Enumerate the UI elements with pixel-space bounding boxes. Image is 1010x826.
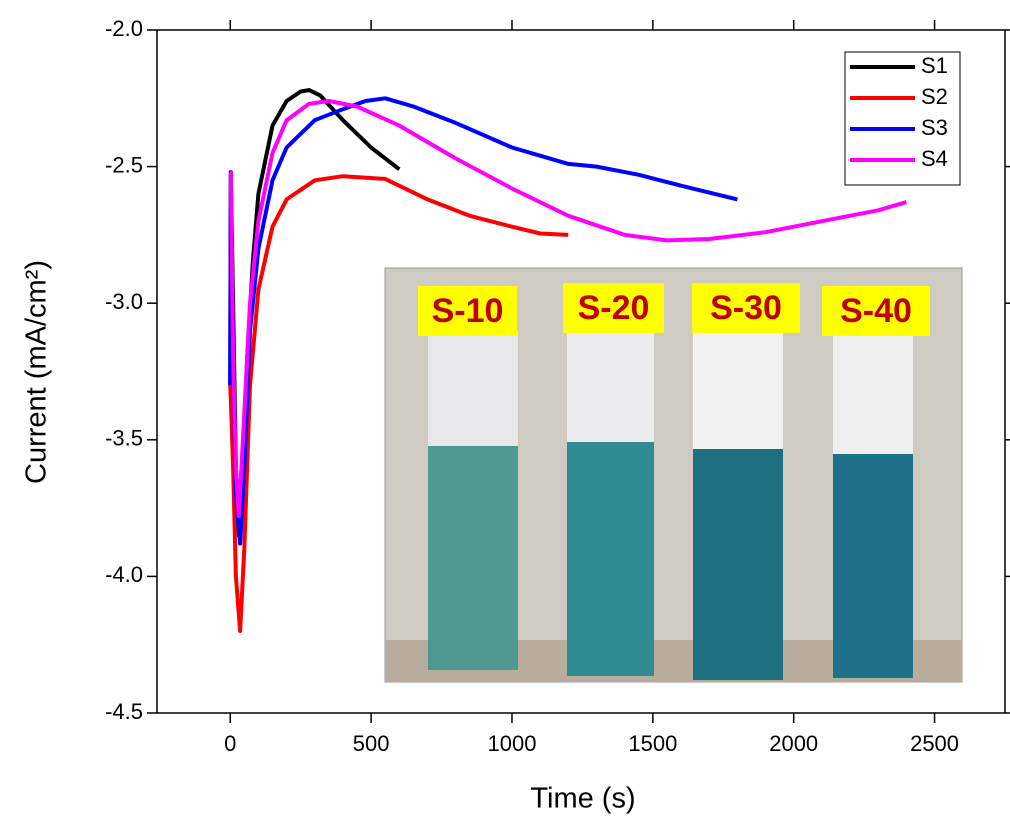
series-line xyxy=(228,174,569,633)
inset-photo: S-10 S-20 S-30 S-40 xyxy=(384,267,963,683)
strip-coating xyxy=(693,449,783,680)
strip-metal xyxy=(693,330,783,449)
legend-label: S3 xyxy=(921,115,948,140)
inset-label: S-10 xyxy=(432,292,504,330)
label-box xyxy=(822,286,930,336)
strip-metal xyxy=(833,330,913,454)
strip-coating xyxy=(428,446,518,670)
x-tick-label: 0 xyxy=(224,731,236,756)
x-tick-label: 1500 xyxy=(628,731,677,756)
series-line xyxy=(228,96,738,546)
y-tick-label: -4.5 xyxy=(105,699,143,724)
y-tick-label: -2.5 xyxy=(105,152,143,177)
inset-label: S-20 xyxy=(578,289,650,327)
series-line xyxy=(228,99,907,519)
label-box xyxy=(563,283,664,333)
strip-coating xyxy=(567,442,654,676)
y-tick-label: -2.0 xyxy=(105,16,143,41)
y-axis-label: Current (mA/cm²) xyxy=(21,260,53,484)
strip-metal xyxy=(428,330,518,446)
inset-label: S-40 xyxy=(840,292,912,330)
legend-label: S1 xyxy=(921,53,948,78)
legend-box xyxy=(844,51,961,186)
y-tick-label: -3.5 xyxy=(105,426,143,451)
plot-frame xyxy=(156,29,1006,714)
x-tick-label: 1000 xyxy=(488,731,537,756)
x-tick-label: 2000 xyxy=(769,731,818,756)
label-box xyxy=(418,286,517,336)
strip-metal xyxy=(567,330,654,442)
x-tick-label: 500 xyxy=(353,731,390,756)
legend-label: S2 xyxy=(921,84,948,109)
label-box xyxy=(692,283,800,333)
strip-coating xyxy=(833,454,913,678)
x-tick-label: 2500 xyxy=(910,731,959,756)
inset-label: S-30 xyxy=(710,289,782,327)
y-tick-label: -4.0 xyxy=(105,562,143,587)
y-tick-label: -3.0 xyxy=(105,289,143,314)
x-axis-label: Time (s) xyxy=(530,783,635,815)
legend-label: S4 xyxy=(921,146,948,171)
